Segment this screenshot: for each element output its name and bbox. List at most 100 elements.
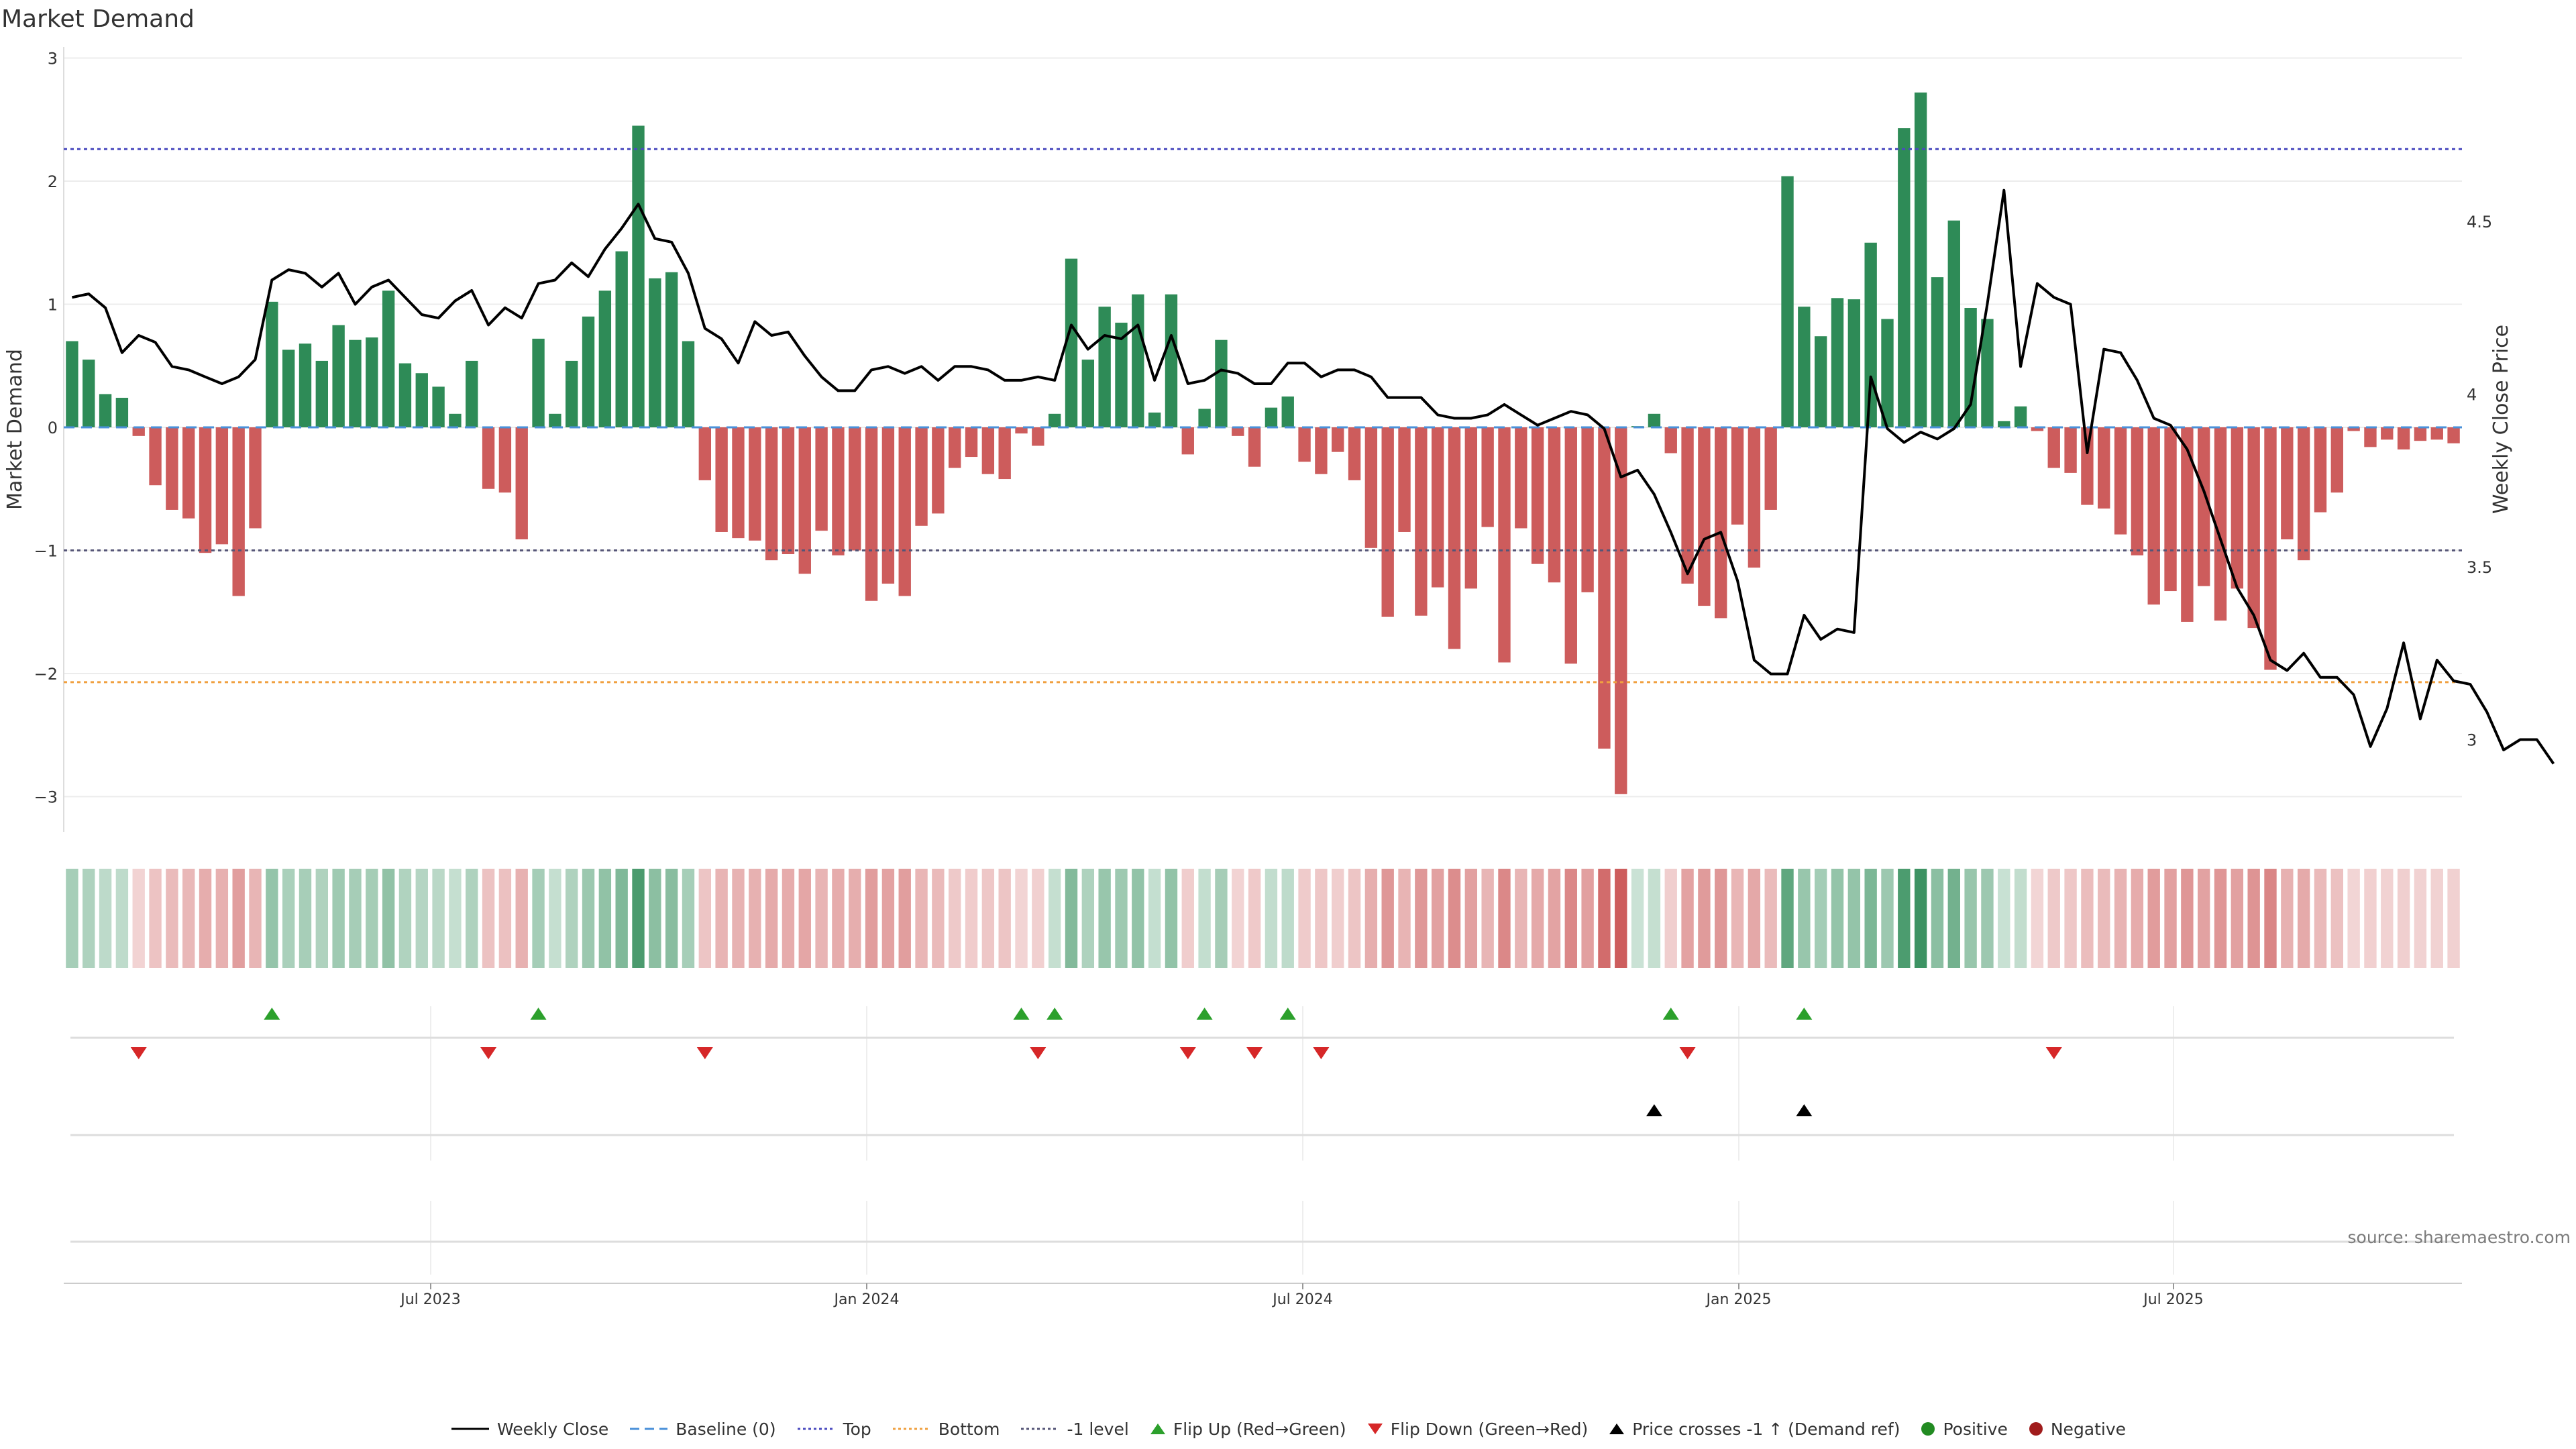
demand-bar bbox=[815, 427, 828, 531]
demand-bar bbox=[2114, 427, 2127, 535]
triangle-down-icon bbox=[1367, 1424, 1383, 1434]
demand-bar bbox=[182, 427, 195, 519]
y2-axis-label: Weekly Close Price bbox=[2489, 325, 2513, 514]
legend-label: Flip Up (Red→Green) bbox=[1173, 1419, 1346, 1439]
strip-cell bbox=[1664, 869, 1677, 968]
legend-weekly-close: Weekly Close bbox=[450, 1419, 608, 1439]
strip-cell bbox=[881, 869, 895, 968]
strip-cell bbox=[2264, 869, 2277, 968]
legend-positive: Positive bbox=[1920, 1419, 2008, 1439]
demand-bar bbox=[2281, 427, 2294, 539]
demand-bar bbox=[1232, 427, 1244, 436]
legend-label: Bottom bbox=[938, 1419, 1000, 1439]
x-axis: Jul 2023 Jan 2024 Jul 2024 Jan 2025 Jul 2025 bbox=[399, 1283, 2204, 1308]
flip-up-marker bbox=[530, 1008, 547, 1020]
legend: Weekly Close Baseline (0) Top Bottom -1 … bbox=[0, 1415, 2576, 1442]
strip-cell bbox=[1015, 869, 1028, 968]
strip-cell bbox=[249, 869, 262, 968]
demand-bar bbox=[1448, 427, 1461, 649]
demand-bar bbox=[1947, 220, 1960, 427]
strip-cell bbox=[1364, 869, 1378, 968]
demand-bar bbox=[315, 360, 328, 427]
demand-bar bbox=[266, 301, 278, 427]
strip-cell bbox=[66, 869, 78, 968]
demand-bar bbox=[1964, 308, 1977, 427]
dotted-line-icon bbox=[892, 1428, 930, 1430]
flip-up-marker bbox=[1279, 1008, 1296, 1020]
strip-cell bbox=[2131, 869, 2144, 968]
grid-lines bbox=[63, 47, 2462, 1284]
demand-bar bbox=[66, 341, 78, 427]
strip-cell bbox=[582, 869, 595, 968]
strip-cell bbox=[1764, 869, 1777, 968]
demand-bar bbox=[415, 373, 428, 427]
strip-cell bbox=[2214, 869, 2227, 968]
demand-bar bbox=[2297, 427, 2310, 561]
strip-cell bbox=[366, 869, 378, 968]
strip-cell bbox=[1115, 869, 1128, 968]
strip-cell bbox=[2164, 869, 2177, 968]
strip-cell bbox=[1631, 869, 1644, 968]
demand-bar bbox=[2264, 427, 2277, 670]
demand-bar bbox=[1048, 413, 1061, 427]
strip-cell bbox=[815, 869, 828, 968]
demand-bar bbox=[166, 427, 178, 510]
strip-cell bbox=[1864, 869, 1877, 968]
strip-cell bbox=[1564, 869, 1577, 968]
strip-cell bbox=[615, 869, 628, 968]
x-tick-label: Jul 2025 bbox=[2142, 1291, 2204, 1308]
strip-cell bbox=[1914, 869, 1927, 968]
demand-bar bbox=[1415, 427, 1428, 616]
strip-cell bbox=[898, 869, 911, 968]
strip-cell bbox=[798, 869, 811, 968]
demand-bar bbox=[1814, 336, 1827, 427]
demand-bar bbox=[2330, 427, 2343, 493]
price-cross-marker bbox=[1646, 1104, 1662, 1116]
strip-cell bbox=[2430, 869, 2443, 968]
strip-cell bbox=[1281, 869, 1294, 968]
demand-bar bbox=[1998, 421, 2010, 427]
strip-cell bbox=[2114, 869, 2127, 968]
demand-bar bbox=[2447, 427, 2460, 443]
demand-bar bbox=[1664, 427, 1677, 453]
strip-cell bbox=[2014, 869, 2027, 968]
strip-cell bbox=[1348, 869, 1361, 968]
legend-label: Price crosses -1 ↑ (Demand ref) bbox=[1632, 1419, 1900, 1439]
legend-label: Weekly Close bbox=[496, 1419, 609, 1439]
cross-markers bbox=[1646, 1104, 1813, 1116]
strip-cell bbox=[949, 869, 961, 968]
demand-bar bbox=[1715, 427, 1727, 619]
demand-bar bbox=[665, 272, 678, 427]
strip-cell bbox=[99, 869, 112, 968]
demand-bar bbox=[2381, 427, 2394, 440]
strip-cell bbox=[1531, 869, 1544, 968]
strip-cell bbox=[2281, 869, 2294, 968]
demand-bar bbox=[698, 427, 712, 480]
demand-bar bbox=[1032, 427, 1044, 446]
flip-up-marker bbox=[1013, 1008, 1030, 1020]
x-tick-label: Jul 2023 bbox=[399, 1291, 461, 1308]
demand-bar bbox=[1764, 427, 1777, 510]
strip-cell bbox=[2147, 869, 2160, 968]
demand-bar bbox=[1298, 427, 1311, 462]
strip-cell bbox=[1198, 869, 1211, 968]
demand-bar bbox=[2364, 427, 2377, 447]
demand-bar bbox=[782, 427, 795, 555]
demand-bar bbox=[1847, 299, 1861, 427]
demand-bar bbox=[865, 427, 878, 601]
strip-cell bbox=[1081, 869, 1095, 968]
demand-bar bbox=[1215, 339, 1228, 427]
strip-cell bbox=[598, 869, 612, 968]
demand-bar bbox=[998, 427, 1011, 480]
strip-cell bbox=[549, 869, 561, 968]
demand-bar bbox=[1198, 409, 1211, 427]
demand-bar bbox=[2181, 427, 2194, 622]
strip-cell bbox=[632, 869, 645, 968]
flip-up-marker bbox=[1046, 1008, 1063, 1020]
strip-cell bbox=[1498, 869, 1511, 968]
y-tick-label: −3 bbox=[34, 788, 58, 807]
strip-cell bbox=[1332, 869, 1344, 968]
strip-cell bbox=[466, 869, 478, 968]
strip-cell bbox=[83, 869, 95, 968]
